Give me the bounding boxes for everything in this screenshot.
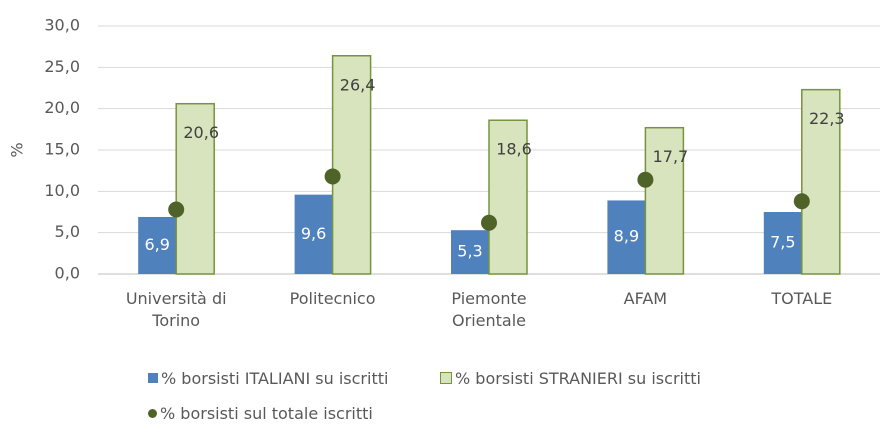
legend-swatch: [440, 372, 452, 384]
y-tick-label: 5,0: [55, 222, 80, 241]
dot: [481, 214, 497, 231]
y-tick-label: 10,0: [44, 181, 80, 200]
bar: [294, 194, 333, 274]
dot: [637, 171, 654, 188]
dot: [324, 168, 341, 185]
data-label: 8,9: [614, 227, 639, 246]
data-label: 6,9: [144, 235, 169, 254]
bar: [763, 212, 802, 274]
x-tick-label: TOTALE: [771, 289, 833, 308]
legend-label: % borsisti ITALIANI su iscritti: [161, 368, 389, 388]
dot: [793, 193, 810, 210]
y-tick-label: 0,0: [55, 264, 80, 283]
bar: [138, 216, 177, 274]
data-label: 18,6: [496, 140, 532, 159]
legend-item: % borsisti sul totale iscritti: [148, 402, 373, 424]
legend-label: % borsisti STRANIERI su iscritti: [455, 368, 701, 388]
y-axis-label: %: [8, 142, 27, 157]
legend-label: % borsisti sul totale iscritti: [160, 403, 373, 423]
bar: [331, 55, 372, 275]
data-label: 9,6: [301, 224, 326, 243]
bar: [451, 230, 489, 274]
bar: [175, 102, 215, 275]
legend-swatch: [148, 373, 158, 383]
data-label: 5,3: [457, 242, 482, 261]
data-label: 22,3: [809, 109, 845, 128]
y-tick-label: 15,0: [44, 140, 80, 159]
dot: [168, 201, 185, 218]
data-label: 26,4: [340, 75, 376, 94]
y-tick-label: 25,0: [44, 57, 80, 76]
x-tick-label: Università di Torino: [125, 289, 227, 330]
y-tick-label: 30,0: [44, 16, 80, 35]
x-tick-label: AFAM: [623, 289, 668, 308]
bar: [607, 200, 646, 274]
x-tick-label: Politecnico: [289, 289, 376, 308]
bar: [801, 88, 841, 275]
bar: [488, 119, 528, 275]
legend-swatch: [148, 408, 157, 418]
data-label: 7,5: [770, 233, 795, 252]
y-tick-label: 20,0: [44, 98, 80, 117]
data-label: 17,7: [653, 147, 689, 166]
data-label: 20,6: [183, 123, 219, 142]
bar: [644, 126, 685, 275]
legend-item: % borsisti STRANIERI su iscritti: [440, 367, 701, 389]
legend-item: % borsisti ITALIANI su iscritti: [148, 367, 388, 389]
x-tick-label: Piemonte Orientale: [451, 289, 527, 330]
